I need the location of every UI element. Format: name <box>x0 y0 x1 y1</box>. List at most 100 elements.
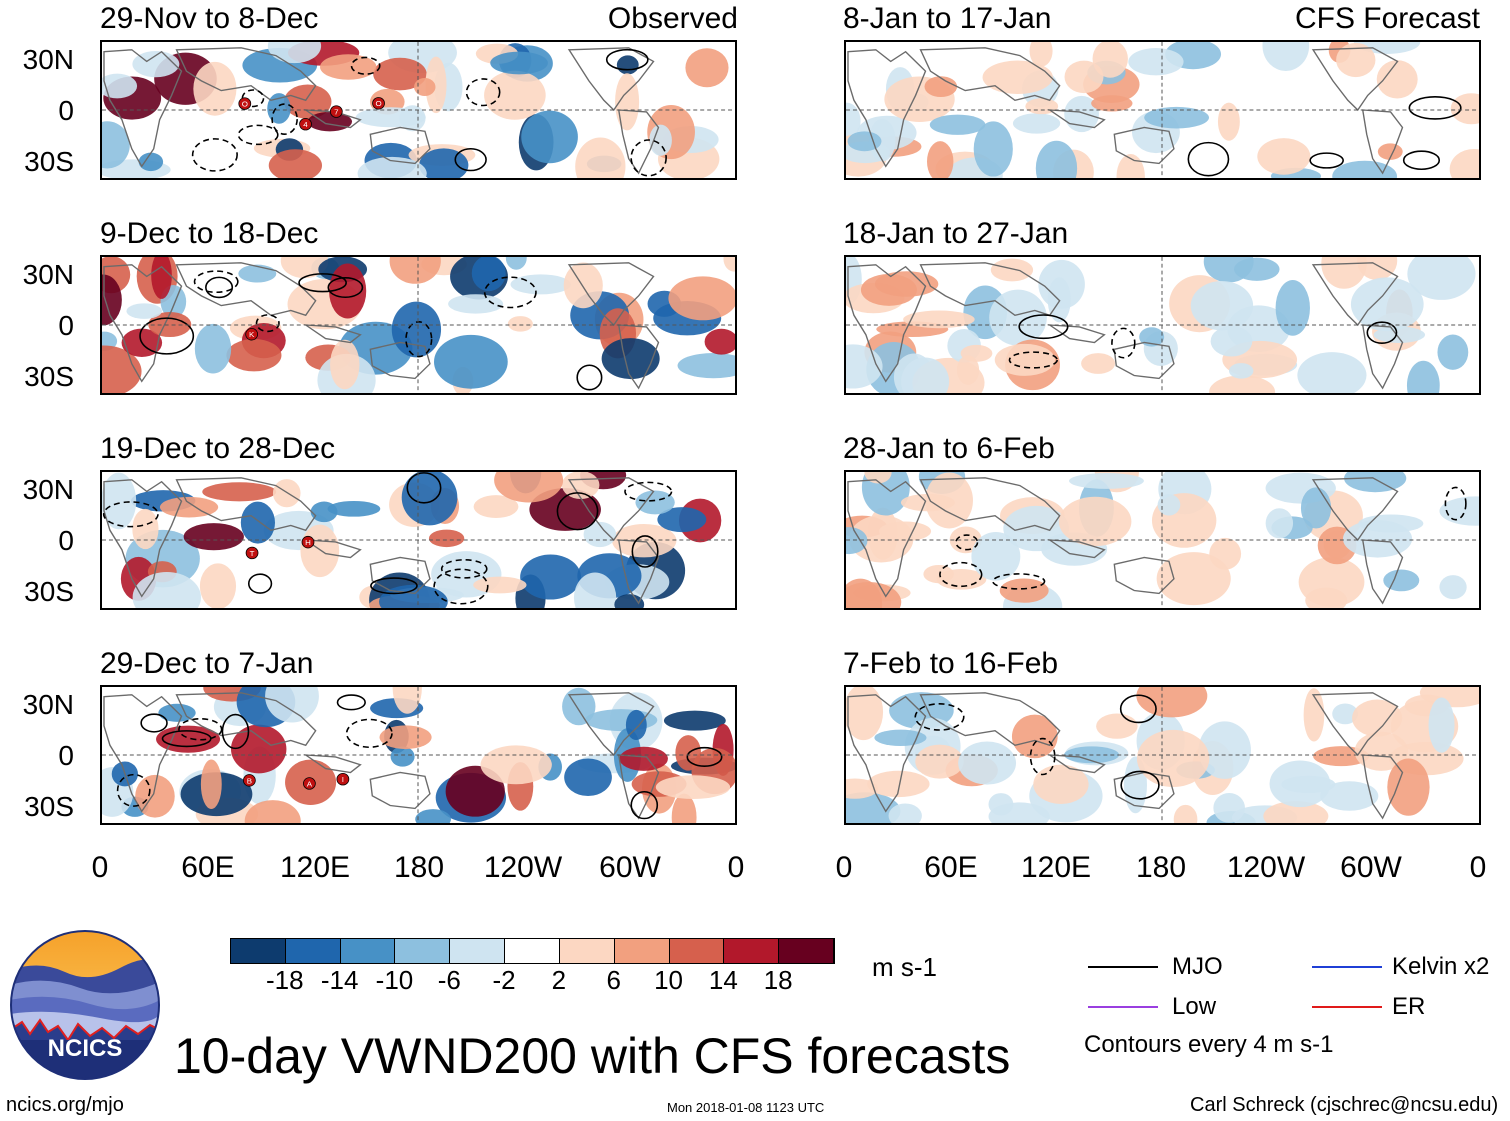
anomaly-blob <box>1383 569 1420 592</box>
anomaly-blob <box>448 294 504 314</box>
wind-anomaly-map <box>846 472 1479 608</box>
anomaly-blob <box>126 303 163 319</box>
storm-marker: K <box>245 328 259 341</box>
anomaly-blob <box>1198 721 1251 779</box>
coastline <box>847 264 927 383</box>
coastline <box>1047 109 1106 129</box>
main-title: 10-day VWND200 with CFS forecasts <box>174 1028 1011 1084</box>
anomaly-blob <box>926 141 954 178</box>
anomaly-blob <box>425 56 447 114</box>
colorbar-tick-label: 6 <box>606 965 621 995</box>
coastline <box>1047 754 1106 774</box>
coastline <box>567 477 655 542</box>
mjo-contour <box>433 568 489 605</box>
forecast-map-panel <box>844 685 1481 825</box>
anomaly-blob <box>471 257 506 292</box>
anomaly-blob <box>390 746 415 767</box>
mjo-contour <box>140 713 168 733</box>
colorbar-tick-label: -18 <box>266 965 304 995</box>
coastline <box>1113 556 1175 595</box>
coastline <box>919 262 1061 317</box>
coastline <box>617 539 660 605</box>
anomaly-blob <box>999 578 1049 603</box>
coastline <box>617 324 660 390</box>
storm-marker: H <box>301 535 315 549</box>
mjo-contour <box>914 703 965 731</box>
lon-label: 120W <box>483 851 563 884</box>
mjo-contour <box>992 573 1046 590</box>
anomaly-blob <box>102 121 130 169</box>
mjo-contour <box>102 501 159 528</box>
er-legend-label: ER <box>1392 993 1426 1020</box>
anomaly-blob <box>1116 154 1145 178</box>
coastline <box>847 49 927 168</box>
anomaly-blob <box>1068 472 1144 489</box>
anomaly-blob <box>1136 729 1210 788</box>
coastline <box>617 109 660 175</box>
anomaly-blob <box>240 501 276 544</box>
anomaly-blob <box>1439 575 1467 600</box>
anomaly-blob <box>158 703 196 722</box>
mjo-contour <box>161 730 212 748</box>
mjo-contour <box>483 276 537 309</box>
mjo-contour <box>624 481 673 502</box>
anomaly-blob <box>1217 102 1240 141</box>
anomaly-blob <box>1035 140 1078 178</box>
lon-label: 180 <box>393 851 445 884</box>
mjo-legend-label: MJO <box>1172 953 1223 980</box>
anomaly-blob <box>1144 106 1210 129</box>
anomaly-blob <box>193 61 237 116</box>
colorbar-tick-label: -2 <box>492 965 516 995</box>
anomaly-blob <box>1173 804 1198 823</box>
anomaly-blob <box>480 745 552 785</box>
mjo-contour <box>191 138 238 172</box>
mjo-contour <box>139 317 195 355</box>
anomaly-blob <box>200 759 222 810</box>
footer-url[interactable]: ncics.org/mjo <box>6 1094 124 1116</box>
anomaly-blob <box>355 107 426 128</box>
coastline <box>1361 539 1404 605</box>
lon-label: 60W <box>599 851 661 884</box>
coastline <box>919 477 1061 532</box>
anomaly-blob <box>1263 801 1329 823</box>
mjo-contour <box>576 364 603 391</box>
coastline <box>369 556 431 595</box>
storm-marker: 7 <box>329 105 343 118</box>
anomaly-blob <box>615 73 640 131</box>
anomaly-blob <box>1157 494 1181 516</box>
anomaly-blob <box>846 581 902 608</box>
anomaly-blob <box>903 310 975 329</box>
colorbar-swatch <box>340 939 396 963</box>
anomaly-blob <box>414 77 436 97</box>
anomaly-blob <box>320 54 377 80</box>
anomaly-blob <box>1275 280 1310 336</box>
units-label: m s-1 <box>872 952 937 982</box>
footer-credit: Carl Schreck (cjschrec@ncsu.edu) <box>1190 1094 1499 1116</box>
anomaly-blob <box>415 809 451 823</box>
lat-label: 30S <box>24 576 74 607</box>
anomaly-blob <box>563 262 603 309</box>
wind-anomaly-map <box>846 687 1479 823</box>
coastline <box>303 539 362 559</box>
anomaly-blob <box>1091 95 1133 112</box>
coastline <box>103 694 183 813</box>
ncics-logo[interactable]: NCICS <box>10 930 160 1080</box>
lat-label: 30N <box>22 259 74 290</box>
anomaly-blob <box>1081 353 1116 374</box>
anomaly-blob <box>973 121 1013 177</box>
colorbar-tick-label: 2 <box>551 965 567 995</box>
forecast-map-panel <box>844 255 1481 395</box>
contour-note: Contours every 4 m s-1 <box>1084 1031 1334 1058</box>
wind-anomaly-map <box>846 42 1479 178</box>
lon-label: 0 <box>727 851 745 884</box>
coastline <box>919 692 1061 747</box>
anomaly-blob <box>990 258 1034 282</box>
anomaly-blob <box>392 687 422 714</box>
anomaly-blob <box>1439 496 1479 526</box>
mjo-contour <box>237 124 279 146</box>
mjo-contour <box>440 559 488 579</box>
mjo-contour <box>630 790 659 820</box>
anomaly-blob <box>1450 93 1479 125</box>
